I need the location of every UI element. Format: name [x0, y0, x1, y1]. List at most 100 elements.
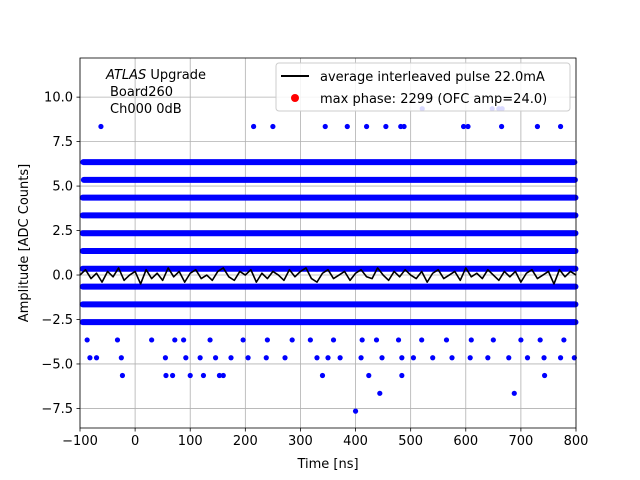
scatter-point — [534, 123, 541, 130]
scatter-point — [330, 337, 337, 343]
scatter-point — [352, 408, 359, 414]
annotation-line-1: ATLAS Upgrade — [105, 68, 206, 83]
scatter-point — [87, 355, 93, 361]
scatter-point — [200, 372, 207, 379]
x-tick-label: 700 — [508, 434, 533, 449]
scatter-point — [282, 355, 288, 361]
scatter-point — [337, 355, 343, 361]
scatter-point — [263, 355, 269, 361]
legend-box — [275, 62, 571, 112]
y-tick-label: 0.0 — [52, 269, 73, 284]
scatter-point — [443, 337, 450, 343]
scatter-point — [172, 337, 178, 343]
y-tick-label: 7.5 — [52, 135, 73, 150]
pulse-line-layer — [79, 267, 577, 285]
legend-entry-pulse: average interleaved pulse 22.0mA — [320, 70, 545, 85]
annotation-atlas: ATLAS — [105, 68, 146, 83]
scatter-point — [511, 390, 517, 396]
scatter-point — [359, 337, 365, 343]
scatter-point — [561, 337, 567, 343]
scatter-point — [467, 355, 473, 361]
scatter-point — [344, 123, 350, 130]
scatter-point — [383, 123, 389, 130]
legend-entry-max-phase: max phase: 2299 (OFC amp=24.0) — [320, 92, 547, 107]
scatter-point — [181, 337, 187, 343]
y-tick-label: −7.5 — [41, 402, 73, 417]
x-tick-label: 800 — [564, 434, 589, 449]
scatter-point — [216, 372, 223, 379]
scatter-point — [169, 372, 176, 379]
annotation-upgrade: Upgrade — [146, 68, 206, 83]
x-tick-label: 400 — [343, 434, 368, 449]
scatter-point — [399, 355, 405, 361]
scatter-point — [183, 355, 189, 361]
scatter-point — [118, 355, 124, 361]
x-tick-label: 0 — [131, 434, 139, 449]
scatter-point — [524, 355, 531, 361]
y-tick-label: −2.5 — [41, 313, 73, 328]
axes-frame — [79, 57, 577, 429]
scatter-point — [207, 337, 213, 343]
x-tick-label: 300 — [288, 434, 313, 449]
scatter-point — [212, 355, 219, 361]
scatter-point — [557, 355, 564, 361]
scatter-point — [325, 355, 331, 361]
annotation-line-2: Board260 — [110, 85, 173, 100]
x-tick-label: −100 — [62, 434, 98, 449]
scatter-point — [264, 337, 270, 343]
scatter-point — [377, 390, 383, 396]
y-axis-ticks: −7.5 −5.0 −2.5 0.0 2.5 5.0 7.5 10.0 — [41, 91, 80, 417]
scatter-point — [240, 337, 246, 343]
x-tick-label: 600 — [453, 434, 478, 449]
scatter-point — [379, 355, 385, 361]
y-tick-label: 5.0 — [52, 180, 73, 195]
scatter-point — [449, 355, 455, 361]
scatter-point — [163, 372, 169, 379]
average-pulse-line — [79, 267, 577, 285]
annotation-block: ATLAS Upgrade Board260 Ch000 0dB — [105, 68, 206, 117]
x-axis-label: Time [ns] — [296, 457, 358, 472]
scatter-point — [363, 123, 370, 130]
scatter-point — [119, 372, 126, 379]
scatter-point — [84, 337, 90, 343]
scatter-point — [537, 337, 543, 343]
scatter-points — [79, 106, 579, 414]
scatter-point — [187, 372, 193, 379]
scatter-point — [541, 355, 547, 361]
y-tick-label: 2.5 — [52, 224, 73, 239]
annotation-line-3: Ch000 0dB — [110, 102, 182, 117]
scatter-point — [93, 355, 100, 361]
scatter-point — [197, 355, 203, 361]
scatter-point — [270, 123, 276, 130]
scatter-point — [251, 123, 257, 130]
scatter-point — [245, 355, 251, 361]
scatter-point — [307, 337, 313, 343]
scatter-point — [399, 372, 405, 379]
scatter-point — [430, 355, 436, 361]
scatter-point — [319, 372, 326, 379]
scatter-point — [358, 355, 364, 361]
x-tick-label: 500 — [398, 434, 423, 449]
scatter-point — [506, 355, 512, 361]
scatter-point — [518, 337, 524, 343]
scatter-point — [485, 355, 491, 361]
scatter-point — [366, 372, 372, 379]
scatter-point — [228, 355, 234, 361]
legend: average interleaved pulse 22.0mA max pha… — [275, 62, 571, 112]
scatter-point — [557, 123, 564, 130]
y-tick-label: 10.0 — [44, 91, 73, 106]
scatter-point — [373, 337, 380, 343]
scatter-point — [98, 123, 104, 130]
scatter-point — [541, 372, 548, 379]
legend-dot-swatch — [291, 94, 299, 102]
scatter-point — [419, 337, 425, 343]
scatter-point — [395, 337, 402, 343]
x-axis-ticks: −100 0 100 200 300 400 500 600 700 800 — [62, 428, 588, 449]
scatter-point — [114, 337, 121, 343]
scatter-point — [460, 123, 467, 130]
scatter-point — [289, 337, 295, 343]
scatter-point — [465, 123, 471, 130]
scatter-point — [162, 355, 169, 361]
scatter-point — [149, 337, 155, 343]
scatter-point — [490, 337, 496, 343]
